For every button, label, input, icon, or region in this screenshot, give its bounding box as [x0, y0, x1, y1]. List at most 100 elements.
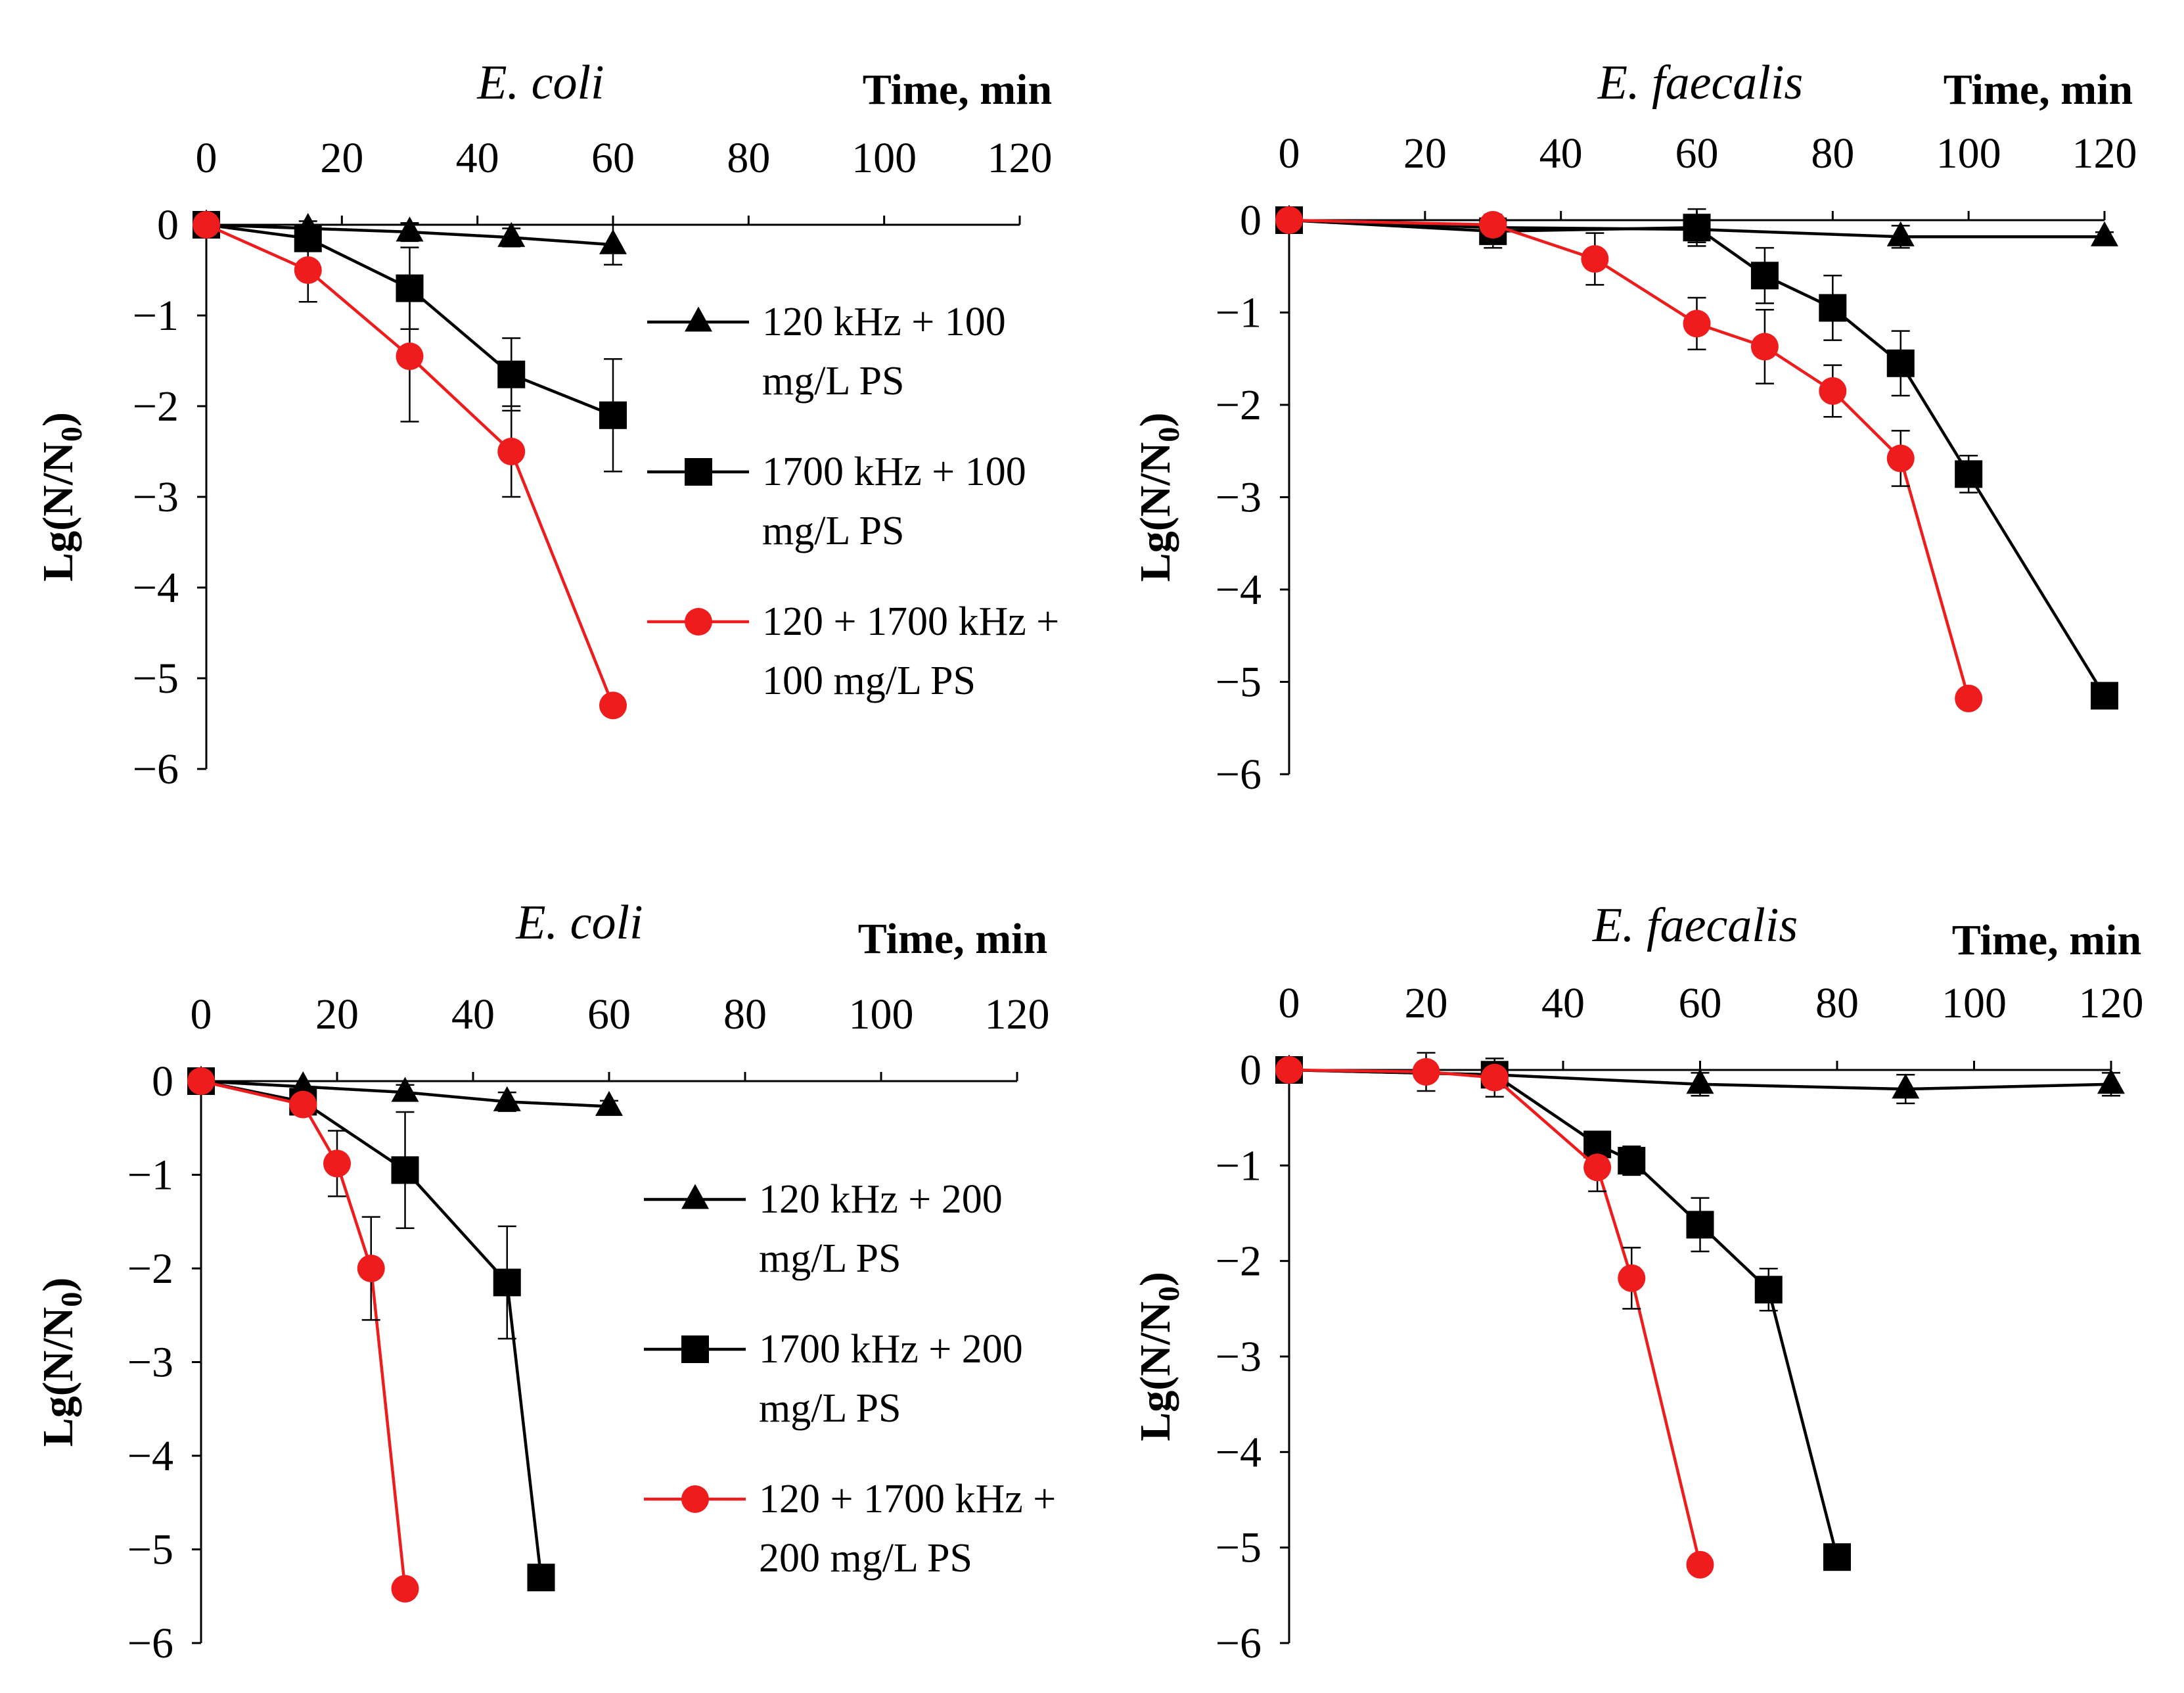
x-tick-label: 40 [451, 990, 495, 1038]
legend-label-line1: 120 kHz + 100 [762, 300, 1006, 344]
y-tick-label: −1 [133, 292, 179, 340]
y-axis-title: Lg(N/N0) [1131, 413, 1185, 582]
chart-title: E. faecalis [1592, 898, 1798, 952]
series-line [1288, 218, 1970, 699]
y-axis-title-main: Lg(N/N [34, 442, 82, 582]
y-tick-label: −6 [133, 745, 179, 793]
x-tick-label: 60 [1675, 129, 1719, 177]
series-line [200, 1079, 407, 1589]
x-tick-label: 100 [849, 990, 914, 1038]
y-tick-label: 0 [1240, 197, 1262, 244]
data-point-circle [357, 1255, 385, 1282]
chart-panel-4: 0 20 40 60 80 100 120 0 −1 −2 −3 −4 −5 −6 E. faecalis T… [1131, 898, 2144, 1667]
x-tick-label: 40 [1541, 979, 1585, 1027]
data-point-circle [294, 256, 322, 284]
data-point-square [1886, 349, 1915, 377]
data-point-square [493, 1268, 521, 1297]
chart-title: E. coli [515, 896, 643, 950]
data-point-triangle [1886, 221, 1915, 246]
legend-label-line1: 120 + 1700 kHz + [759, 1477, 1056, 1521]
y-tick-label: −1 [127, 1151, 173, 1199]
x-tick-label: 100 [1936, 129, 2001, 177]
y-axis-title-subscript: 0 [1152, 427, 1185, 442]
x-tick-label: 0 [196, 134, 217, 182]
y-axis-title-main: Lg(N/N [1131, 442, 1179, 582]
y-tick-label: −6 [1216, 751, 1262, 799]
data-point-circle [323, 1149, 351, 1178]
y-axis-title-main: Lg(N/N [34, 1307, 82, 1447]
series-circle [1275, 206, 1983, 712]
series-line [1288, 1068, 1839, 1558]
data-point-triangle [595, 1090, 623, 1116]
legend-label-line2: mg/L PS [759, 1386, 901, 1431]
legend-label-line2: 100 mg/L PS [762, 659, 976, 703]
x-tick-label: 40 [1539, 129, 1583, 177]
y-axis-title-subscript: 0 [55, 1292, 88, 1307]
series-circle [187, 1067, 419, 1603]
data-point-circle [1886, 444, 1915, 473]
data-point-circle [1480, 1063, 1509, 1092]
y-tick-label: −1 [1216, 289, 1262, 337]
y-tick-label: −2 [1216, 381, 1262, 429]
x-tick-label: 0 [1279, 979, 1300, 1027]
x-tick-label: 0 [1279, 129, 1300, 177]
y-tick-label: −4 [127, 1432, 173, 1480]
series-circle [193, 211, 627, 720]
y-tick-label: −3 [133, 473, 179, 521]
series-line [200, 1079, 543, 1578]
data-point-square [599, 401, 627, 429]
data-point-circle [1819, 377, 1847, 405]
data-point-circle [1479, 211, 1507, 239]
data-point-circle [1275, 206, 1303, 234]
y-tick-label: −2 [1216, 1238, 1262, 1286]
legend-marker-circle [681, 1485, 709, 1513]
y-tick-label: −5 [127, 1526, 173, 1574]
data-point-circle [1686, 1550, 1714, 1579]
y-tick-label: −5 [133, 655, 179, 703]
legend-entry: 1700 kHz + 200 mg/L PS [644, 1327, 1023, 1431]
data-point-square [1754, 1276, 1783, 1304]
data-point-triangle [599, 229, 627, 254]
x-axis-title: Time, min [858, 915, 1047, 963]
data-point-circle [1275, 1056, 1303, 1084]
data-point-triangle [493, 1086, 521, 1111]
x-tick-label: 0 [191, 990, 212, 1038]
y-axis-title: Lg(N/N0) [34, 1278, 88, 1447]
data-point-circle [1581, 245, 1609, 273]
data-point-square [1618, 1147, 1646, 1175]
chart-title: E. faecalis [1597, 56, 1803, 110]
x-tick-label: 120 [2079, 979, 2144, 1027]
y-axis-title: Lg(N/N0) [34, 412, 88, 582]
data-point-square [2091, 682, 2118, 710]
legend-label-line2: 200 mg/L PS [759, 1536, 972, 1581]
x-tick-label: 40 [456, 134, 499, 182]
data-point-triangle [2091, 221, 2118, 246]
x-tick-label: 80 [1811, 129, 1854, 177]
y-axis-title-close: ) [34, 1278, 82, 1292]
data-point-square [1823, 1543, 1851, 1571]
y-tick-label: 0 [1240, 1046, 1262, 1094]
x-tick-label: 20 [320, 134, 363, 182]
x-axis-title: Time, min [863, 66, 1052, 114]
y-tick-label: −3 [1216, 1333, 1262, 1381]
data-point-square [527, 1564, 555, 1592]
data-point-circle [1618, 1264, 1646, 1292]
data-point-circle [599, 691, 627, 720]
y-axis-title-close: ) [34, 412, 82, 427]
data-point-circle [289, 1090, 317, 1119]
data-point-square [1686, 1211, 1714, 1239]
data-point-square [1750, 262, 1779, 290]
y-tick-label: −2 [133, 383, 179, 430]
data-point-circle [193, 211, 220, 239]
legend-marker-triangle [685, 306, 712, 332]
data-point-triangle [2097, 1069, 2125, 1094]
y-tick-label: −5 [1216, 659, 1262, 707]
y-tick-label: −2 [127, 1245, 173, 1293]
legend-entry: 1700 kHz + 100 mg/L PS [647, 450, 1026, 553]
data-point-square [1819, 294, 1847, 322]
x-tick-label: 20 [1403, 129, 1447, 177]
y-axis-title-subscript: 0 [55, 427, 88, 442]
x-tick-label: 80 [723, 990, 767, 1038]
data-point-circle [1412, 1057, 1440, 1086]
legend-marker-square [681, 1335, 709, 1363]
